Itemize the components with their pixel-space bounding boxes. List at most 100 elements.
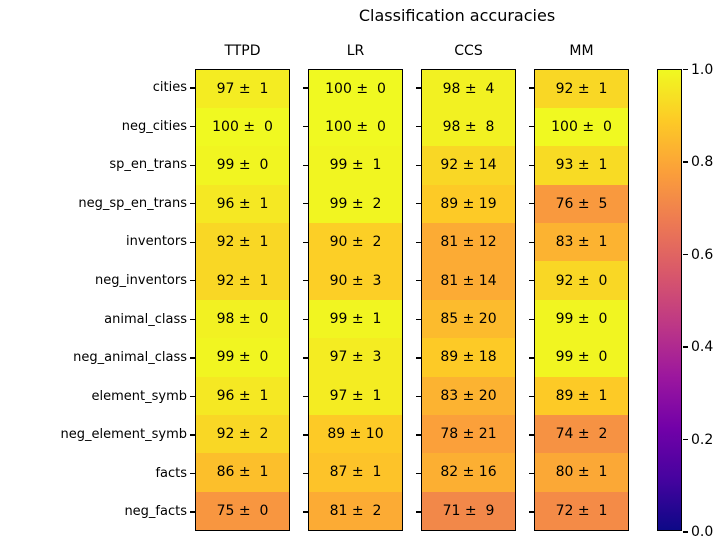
colorbar-tick-label: 0.0 — [691, 524, 714, 540]
heatmap-cell-cities-ttpd: 97 ± 1 — [196, 69, 289, 108]
y-tick-mark — [528, 87, 534, 89]
colorbar-tick-label: 0.4 — [691, 339, 714, 355]
heatmap-cell-neg_animal_class-lr: 97 ± 3 — [309, 338, 402, 377]
y-tick-mark — [302, 472, 308, 475]
heatmap-cell-neg_animal_class-mm: 99 ± 0 — [535, 338, 628, 377]
row-label-neg_sp_en_trans: neg_sp_en_trans — [78, 195, 187, 211]
heatmap-cell-neg_facts-ttpd: 75 ± 0 — [196, 491, 289, 530]
heatmap-cell-neg_element_symb-ccs: 78 ± 21 — [422, 414, 515, 454]
heatmap-cell-neg_sp_en_trans-ccs: 89 ± 19 — [422, 184, 515, 223]
y-tick-mark — [415, 280, 421, 282]
y-tick-mark — [189, 357, 195, 359]
heatmap-cell-sp_en_trans-mm: 93 ± 1 — [535, 146, 628, 185]
heatmap-column-lr: 100 ± 0 100 ± 0 99 ± 1 99 ± 2 90 ± 2 90 ± 3 99… — [302, 68, 403, 531]
row-label-facts: facts — [155, 465, 187, 481]
row-label-neg_animal_class: neg_animal_class — [73, 350, 187, 366]
colorbar-tick-label: 0.2 — [691, 431, 714, 448]
heatmap-cell-animal_class-ttpd: 98 ± 0 — [196, 299, 289, 339]
heatmap-cell-facts-lr: 87 ± 1 — [309, 453, 402, 492]
y-tick-mark — [415, 164, 421, 166]
y-tick-mark — [415, 357, 421, 359]
colorbar-tick-mark — [682, 253, 688, 256]
y-tick-mark — [528, 241, 534, 243]
y-tick-mark — [189, 472, 195, 475]
heatmap-cell-element_symb-mm: 89 ± 1 — [535, 376, 628, 415]
heatmap-cell-cities-mm: 92 ± 1 — [535, 69, 628, 108]
y-tick-mark — [189, 126, 195, 128]
y-tick-mark — [302, 511, 308, 513]
heatmap-cell-animal_class-mm: 99 ± 0 — [535, 299, 628, 339]
heatmap-cell-neg_sp_en_trans-mm: 76 ± 5 — [535, 184, 628, 223]
y-tick-mark — [415, 434, 421, 436]
colorbar-tick-mark — [682, 531, 688, 533]
heatmap-cell-facts-ttpd: 86 ± 1 — [196, 453, 289, 492]
heatmap-cell-neg_sp_en_trans-lr: 99 ± 2 — [309, 184, 402, 223]
heatmap-cell-facts-ccs: 82 ± 16 — [422, 453, 515, 492]
heatmap-cell-cities-lr: 100 ± 0 — [309, 69, 402, 108]
y-tick-mark — [302, 280, 308, 282]
column-header-ccs: CCS — [454, 43, 483, 59]
y-tick-mark — [302, 87, 308, 89]
y-tick-mark — [189, 280, 195, 282]
heatmap-cell-neg_inventors-mm: 92 ± 0 — [535, 261, 628, 300]
heatmap-cell-element_symb-lr: 97 ± 1 — [309, 376, 402, 415]
heatmap-cell-sp_en_trans-lr: 99 ± 1 — [309, 146, 402, 185]
y-tick-mark — [415, 318, 421, 321]
heatmap-cell-neg_element_symb-lr: 89 ± 10 — [309, 414, 402, 454]
colorbar-tick-label: 0.8 — [691, 154, 714, 170]
heatmap-cell-neg_inventors-ccs: 81 ± 14 — [422, 261, 515, 300]
y-tick-mark — [302, 203, 308, 205]
column-header-ttpd: TTPD — [224, 43, 261, 59]
row-label-neg_facts: neg_facts — [124, 504, 187, 520]
y-tick-mark — [528, 434, 534, 436]
y-tick-mark — [189, 203, 195, 205]
colorbar: 1.0 0.8 0.6 0.4 0.2 0.0 — [657, 62, 713, 540]
heatmap-cell-neg_cities-lr: 100 ± 0 — [309, 107, 402, 147]
y-tick-mark — [528, 357, 534, 359]
heatmap-cell-facts-mm: 80 ± 1 — [535, 453, 628, 492]
y-tick-mark — [528, 511, 534, 513]
row-label-neg_inventors: neg_inventors — [95, 272, 187, 288]
heatmap-cell-sp_en_trans-ttpd: 99 ± 0 — [196, 146, 289, 185]
colorbar-tick-mark — [682, 346, 688, 348]
heatmap-cell-neg_cities-ccs: 98 ± 8 — [422, 107, 515, 147]
y-tick-mark — [302, 434, 308, 436]
heatmap-cell-inventors-ttpd: 92 ± 1 — [196, 223, 289, 262]
heatmap-cell-neg_facts-lr: 81 ± 2 — [309, 491, 402, 530]
heatmap-cell-neg_inventors-lr: 90 ± 3 — [309, 261, 402, 300]
y-tick-mark — [415, 241, 421, 243]
heatmap-cell-animal_class-ccs: 85 ± 20 — [422, 299, 515, 339]
y-tick-mark — [415, 395, 421, 398]
y-tick-mark — [415, 472, 421, 475]
heatmap-column-mm: 92 ± 1 100 ± 0 93 ± 1 76 ± 5 83 ± 1 92 ± 0 99 … — [528, 68, 629, 531]
y-tick-mark — [189, 164, 195, 166]
row-label-neg_element_symb: neg_element_symb — [60, 427, 187, 443]
colorbar-tick-label: 1.0 — [691, 61, 714, 78]
y-tick-mark — [302, 126, 308, 128]
colorbar-tick-mark — [682, 161, 688, 163]
y-tick-mark — [415, 126, 421, 128]
y-tick-mark — [189, 395, 195, 398]
column-header-lr: LR — [346, 43, 365, 59]
heatmap-cell-neg_facts-mm: 72 ± 1 — [535, 491, 628, 530]
y-tick-mark — [189, 87, 195, 89]
heatmap-cell-inventors-lr: 90 ± 2 — [309, 223, 402, 262]
heatmap-column-ttpd: 97 ± 1 100 ± 0 99 ± 0 96 ± 1 92 ± 1 92 ± 1 98 … — [189, 68, 290, 531]
heatmap-cell-neg_facts-ccs: 71 ± 9 — [422, 491, 515, 530]
row-label-cities: cities — [152, 80, 187, 96]
heatmap-cell-neg_element_symb-mm: 74 ± 2 — [535, 414, 628, 454]
colorbar-tick-mark — [682, 438, 688, 441]
y-tick-mark — [528, 395, 534, 398]
column-header-mm: MM — [569, 43, 594, 59]
y-tick-mark — [189, 511, 195, 513]
row-label-inventors: inventors — [126, 234, 187, 250]
heatmap-cell-sp_en_trans-ccs: 92 ± 14 — [422, 146, 515, 185]
heatmap-cell-neg_sp_en_trans-ttpd: 96 ± 1 — [196, 184, 289, 223]
row-label-animal_class: animal_class — [104, 311, 187, 327]
y-tick-mark — [528, 164, 534, 166]
heatmap-cell-animal_class-lr: 99 ± 1 — [309, 299, 402, 339]
heatmap-cell-inventors-mm: 83 ± 1 — [535, 223, 628, 262]
chart-title: Classification accuracies — [358, 6, 556, 25]
heatmap-column-ccs: 98 ± 4 98 ± 8 92 ± 14 89 ± 19 81 ± 12 81 ± 14… — [415, 68, 516, 531]
